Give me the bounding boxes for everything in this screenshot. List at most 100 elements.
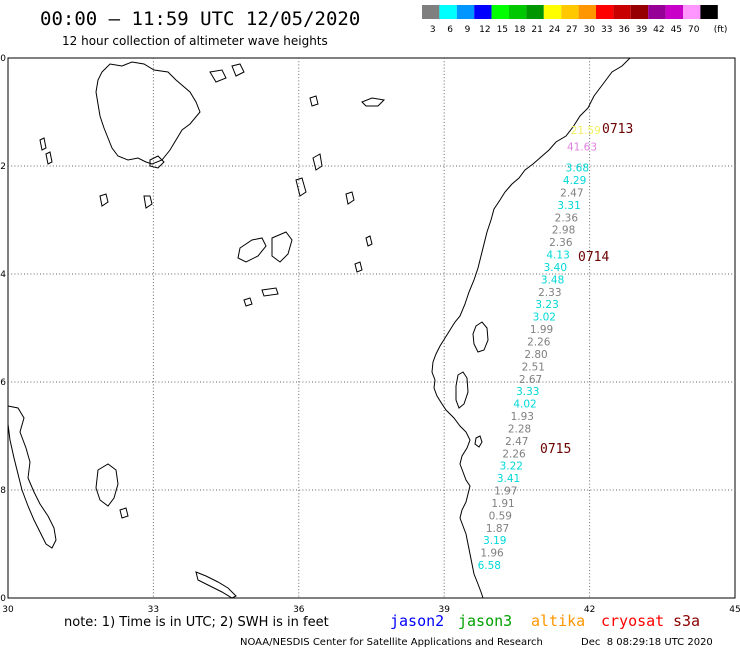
swh-value-label: 2.36	[555, 212, 579, 224]
swh-value-label: 1.97	[494, 486, 517, 498]
legend-swatch	[474, 5, 492, 19]
legend-tick-label: 30	[584, 25, 596, 35]
legend-tick-label: 36	[618, 25, 630, 35]
swh-value-label: 0.59	[489, 510, 512, 522]
swh-value-label: 2.47	[560, 187, 583, 199]
island-pemba	[472, 321, 489, 353]
x-tick-label: 30	[2, 605, 14, 615]
swh-value-label: 2.98	[552, 225, 575, 237]
y-tick-label: -2	[0, 162, 6, 172]
swh-value-label: 6.58	[478, 560, 501, 572]
swh-value-label: 2.36	[549, 237, 573, 249]
swh-value-label: 2.33	[538, 287, 561, 299]
legend-swatch	[561, 5, 579, 19]
legend-swatch	[578, 5, 596, 19]
units-note: note: 1) Time is in UTC; 2) SWH is in fe…	[64, 615, 329, 630]
pass-label-0714: 0714	[578, 250, 609, 265]
swh-value-label: 2.28	[508, 423, 531, 435]
satellite-s3a: s3a	[673, 612, 700, 630]
map-grid	[8, 58, 735, 598]
lake-malawi-north	[195, 571, 237, 599]
legend-swatch	[456, 5, 475, 19]
swh-value-label: 41.63	[567, 142, 597, 154]
swh-value-label: 3.02	[533, 312, 556, 324]
legend-swatch	[509, 5, 527, 19]
x-tick-label: 36	[293, 605, 305, 615]
satellite-legend: jason2 jason3 altika cryosat s3a	[390, 612, 700, 630]
island-mafia	[474, 435, 483, 448]
legend-tick-label: 6	[447, 25, 453, 35]
legend-swatch	[526, 5, 544, 19]
legend-swatch	[613, 5, 631, 19]
legend-swatch	[422, 5, 440, 19]
legend-tick-label: 21	[531, 25, 542, 35]
satellite-jason3: jason3	[458, 612, 512, 630]
satellite-altika: altika	[531, 612, 585, 630]
y-tick-label: 0	[0, 54, 6, 64]
y-tick-label: -8	[0, 486, 6, 496]
legend-tick-label: 15	[497, 25, 508, 35]
legend-tick-label: 27	[566, 25, 577, 35]
swh-value-label: 2.26	[502, 448, 526, 460]
lake-victoria	[95, 61, 201, 165]
swh-value-label: 3.48	[541, 274, 564, 286]
legend-tick-label: 39	[636, 25, 648, 35]
legend-swatch	[543, 5, 562, 19]
swh-value-label: 3.41	[497, 473, 520, 485]
swh-value-label: 4.13	[546, 250, 569, 262]
legend-tick-label: 33	[601, 25, 612, 35]
swh-value-label: 3.22	[500, 461, 523, 473]
pass-label-0713: 0713	[602, 122, 633, 137]
map-tick-labels: 30 33 36 39 42 45 0 -2 -4 -6 -8 -10	[0, 54, 740, 615]
swh-value-label: 2.67	[519, 374, 542, 386]
satellite-jason2: jason2	[390, 612, 444, 630]
legend-swatch	[439, 5, 457, 19]
swh-value-label: 3.31	[557, 200, 580, 212]
legend-swatch	[630, 5, 649, 19]
swh-value-label: 3.19	[483, 535, 506, 547]
legend-swatch	[700, 5, 718, 19]
map-frame	[7, 57, 736, 599]
legend-tick-label: 12	[479, 25, 490, 35]
x-tick-label: 45	[729, 605, 740, 615]
legend-unit: (ft)	[714, 25, 728, 35]
y-tick-label: -6	[0, 378, 6, 388]
legend-tick-label: 45	[671, 25, 682, 35]
swh-value-label: 3.23	[535, 299, 558, 311]
legend-swatch	[648, 5, 666, 19]
y-tick-label: -10	[0, 594, 6, 604]
swh-value-label: 21.59	[571, 125, 601, 137]
coastline-mainland	[431, 57, 631, 599]
swh-value-label: 3.33	[516, 386, 539, 398]
legend-swatch	[683, 5, 701, 19]
lake-tanganyika	[7, 405, 57, 549]
island-zanzibar	[455, 371, 469, 409]
legend-swatch	[596, 5, 614, 19]
legend-swatch	[665, 5, 683, 19]
lake-rukwa	[95, 463, 129, 519]
page-title: 00:00 – 11:59 UTC 12/05/2020	[40, 8, 360, 30]
swh-value-label: 2.26	[527, 337, 551, 349]
swh-value-label: 1.91	[491, 498, 514, 510]
swh-value-label: 4.02	[513, 399, 536, 411]
swh-value-label: 1.93	[511, 411, 534, 423]
x-tick-label: 39	[438, 605, 450, 615]
swh-value-label: 2.47	[505, 436, 528, 448]
legend-tick-label: 24	[549, 25, 561, 35]
legend-tick-label: 3	[430, 25, 436, 35]
swh-value-label: 1.87	[486, 523, 509, 535]
inland-lakes-north	[39, 63, 386, 197]
swh-value-label: 3.68	[566, 163, 589, 175]
swh-value-label: 2.51	[522, 361, 545, 373]
inland-lakes-central	[237, 191, 373, 307]
legend-tick-label: 70	[688, 25, 700, 35]
pass-label-0715: 0715	[540, 442, 571, 457]
swh-value-label: 3.40	[544, 262, 567, 274]
swh-value-label: 2.80	[524, 349, 547, 361]
generation-timestamp: Dec 8 08:29:18 UTC 2020	[581, 637, 713, 648]
legend-swatch	[491, 5, 509, 19]
swh-value-label: 1.96	[480, 548, 504, 560]
color-scale-legend: 3 6 9 12 15 18 21 24 27 30 33 36 39 42 45 70 (ft)	[422, 5, 727, 35]
